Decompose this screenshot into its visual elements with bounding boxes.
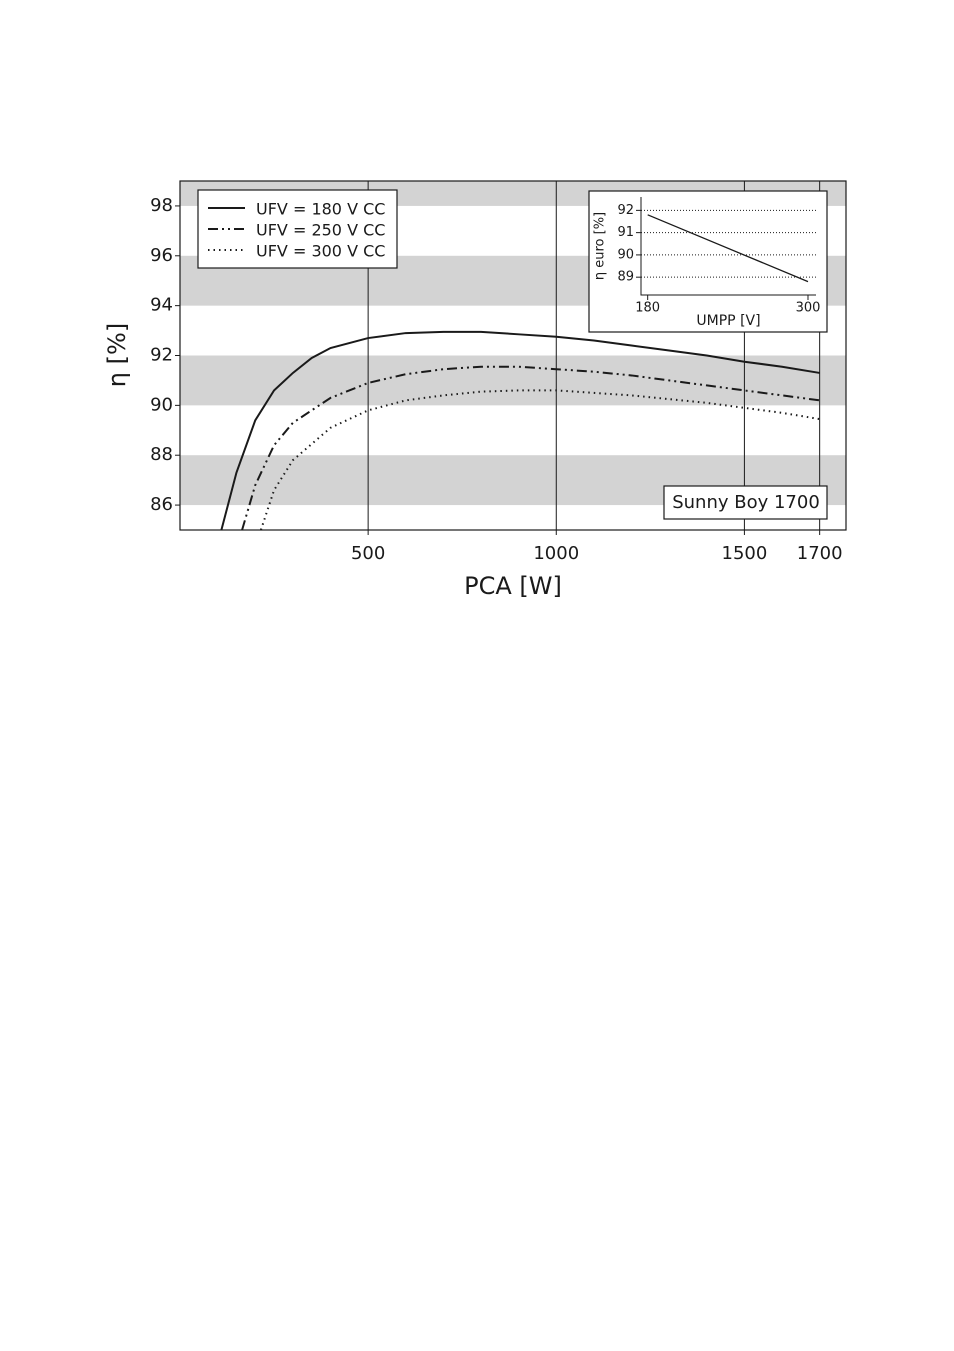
annotation: Sunny Boy 1700	[672, 492, 820, 513]
legend-label: UFV = 300 V CC	[256, 242, 385, 261]
annotation-box	[663, 485, 828, 520]
line	[220, 330, 820, 531]
x-tick-label: 1000	[533, 543, 579, 564]
y-tick-label: 98	[150, 195, 173, 216]
y-tick-label: 94	[150, 295, 173, 316]
line	[241, 365, 820, 531]
inset-box	[588, 190, 828, 333]
x-axis-label: PCA [W]	[464, 572, 562, 600]
y-tick-label: 92	[150, 345, 173, 366]
band	[180, 355, 846, 406]
y-tick-label: 88	[150, 444, 173, 465]
x-tick-label: 1700	[797, 543, 843, 564]
x-axis-label: UMPP [V]	[696, 313, 760, 329]
y-tick-label: 89	[617, 270, 634, 285]
x-tick-label: 500	[351, 543, 385, 564]
legend-label: UFV = 180 V CC	[256, 200, 385, 219]
legend-box	[197, 189, 398, 269]
y-axis-label: η euro [%]	[593, 212, 608, 280]
y-tick-label: 96	[150, 245, 173, 266]
y-tick-label: 90	[617, 247, 634, 262]
axes	[640, 197, 816, 296]
x-tick-label: 1500	[722, 543, 768, 564]
y-tick-label: 92	[617, 203, 634, 218]
y-tick-label: 91	[617, 225, 634, 240]
y-tick-label: 90	[150, 394, 173, 415]
legend-label: UFV = 250 V CC	[256, 221, 385, 240]
line	[259, 389, 820, 531]
line	[647, 214, 809, 283]
y-tick-label: 86	[150, 494, 173, 515]
x-tick-label: 300	[796, 301, 821, 316]
x-tick-label: 180	[635, 301, 660, 316]
y-axis-label: η [%]	[103, 323, 131, 387]
plot-frame	[179, 180, 847, 531]
